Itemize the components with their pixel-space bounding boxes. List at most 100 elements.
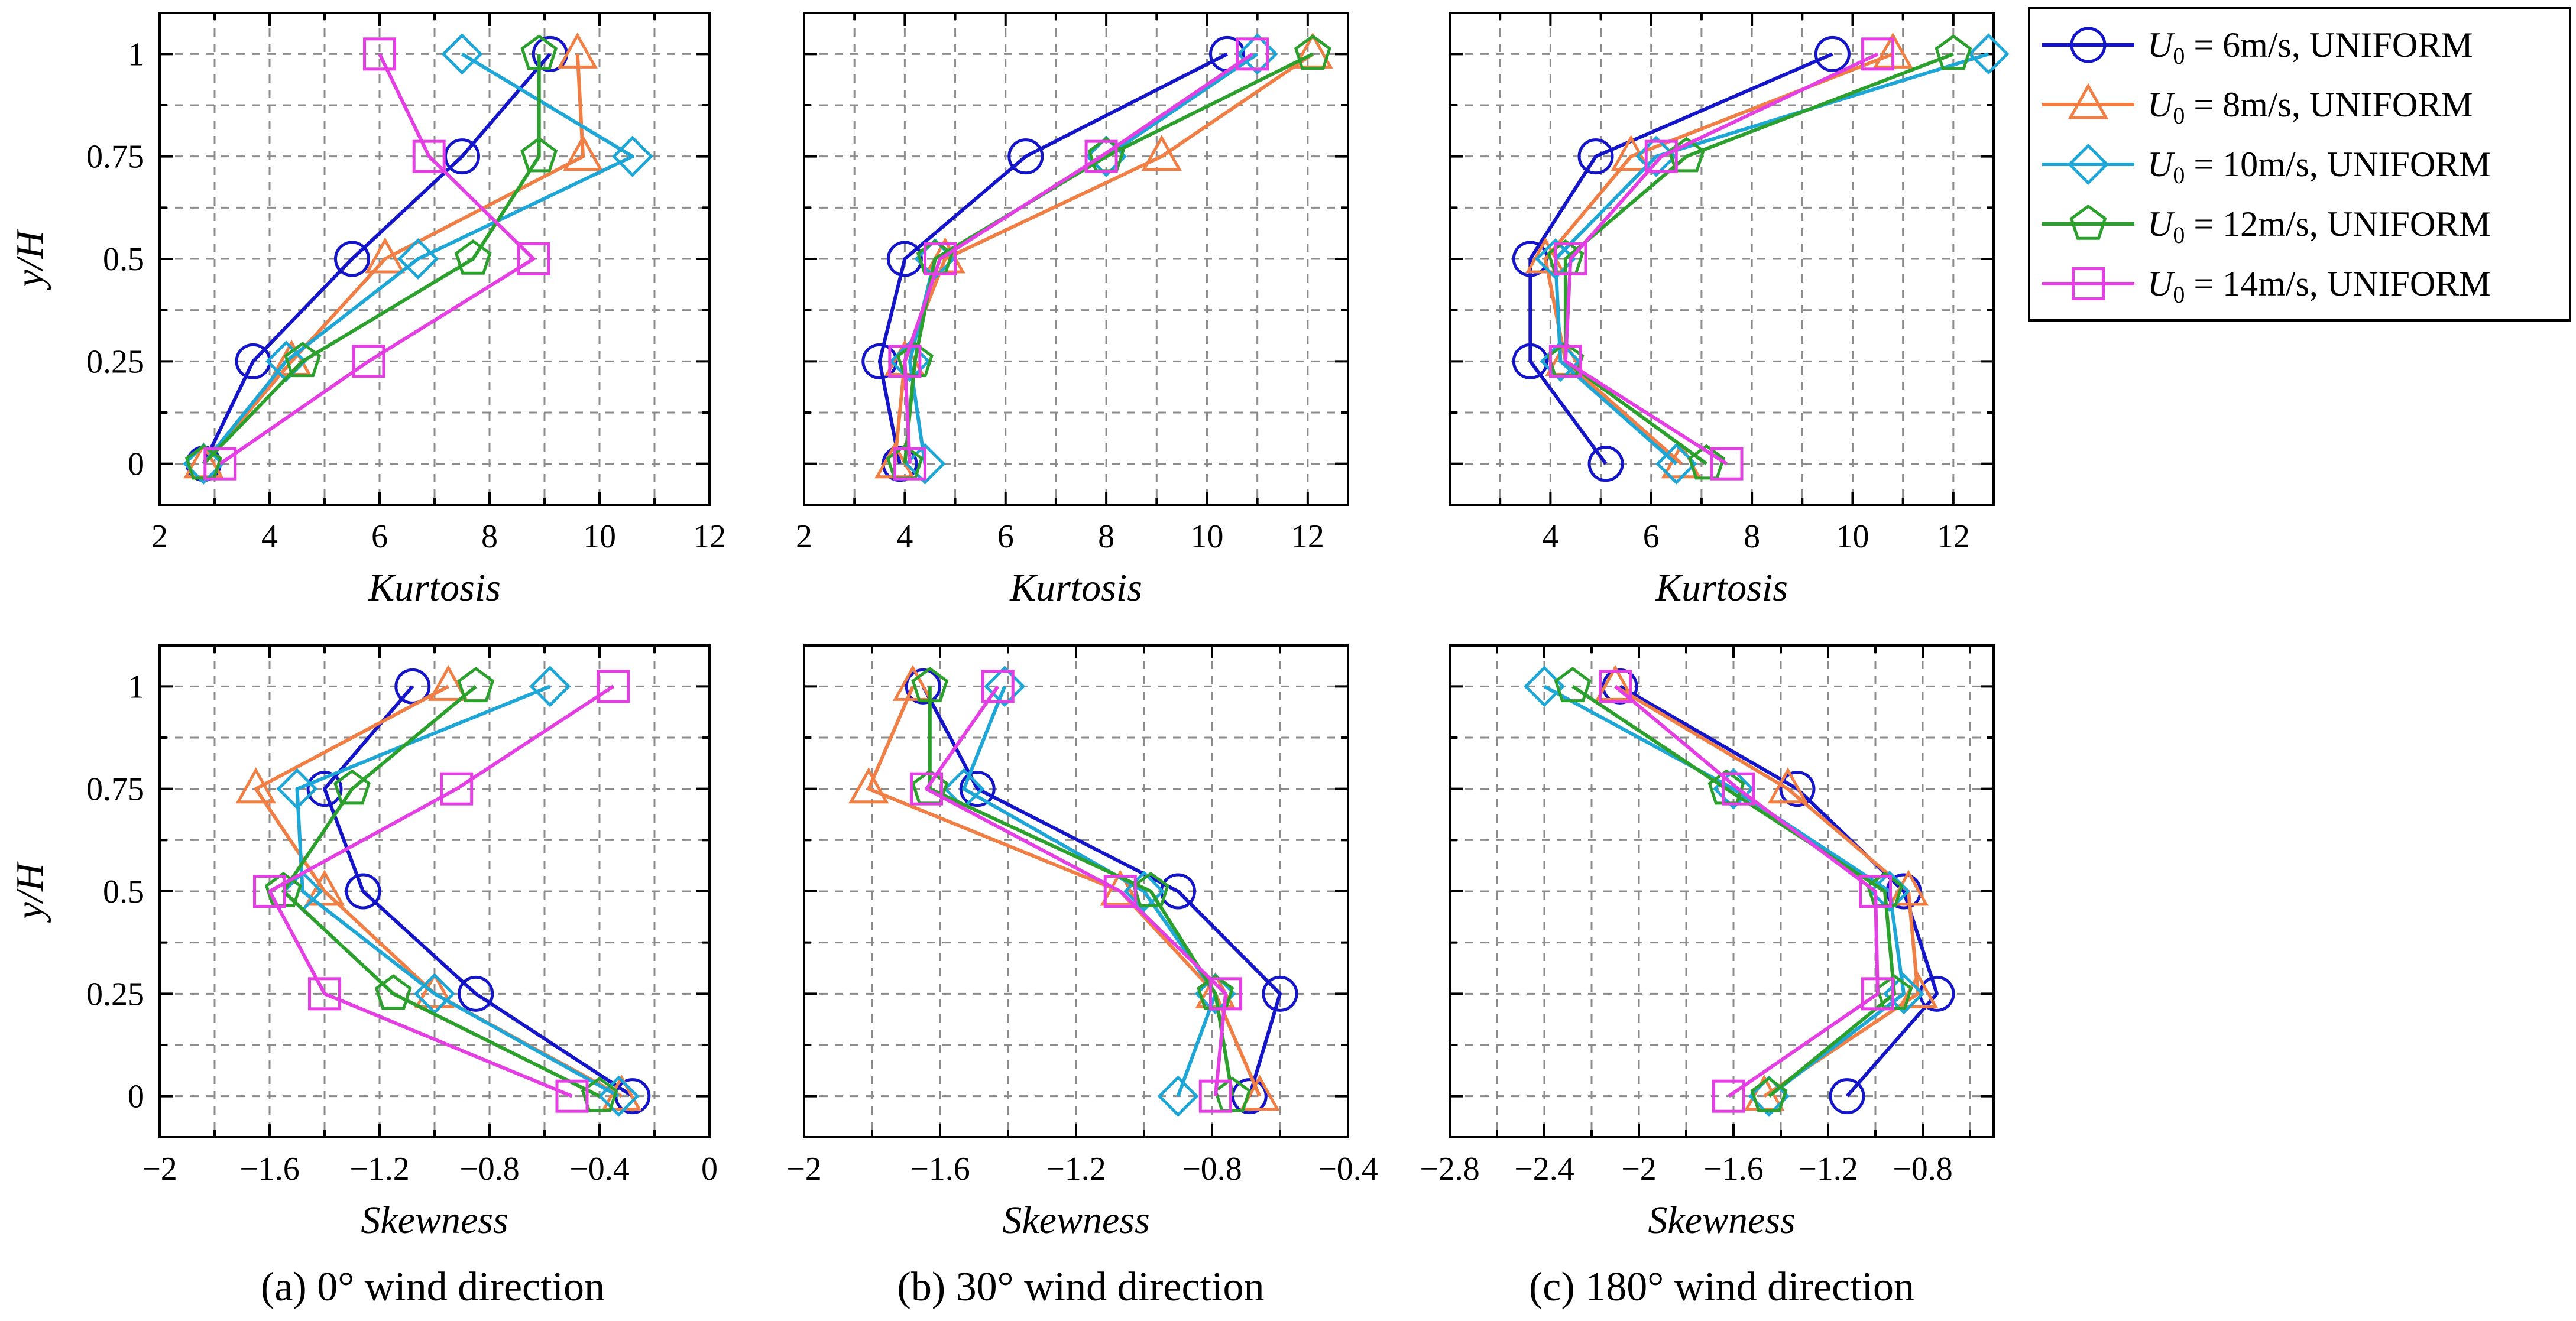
series-line (921, 685, 1282, 1097)
x-tick-label: −0.4 (569, 1151, 630, 1187)
data-point (1748, 1075, 1790, 1117)
panel-kurtosis-0deg: 2 4 6 8 10 12 0 0.25 0.5 0.75 1 Kurtosis y/H (8, 12, 726, 609)
series-line (1619, 684, 1939, 1098)
data-point (1534, 238, 1576, 280)
data-point (363, 37, 396, 71)
series-10ms (1523, 666, 1925, 1117)
data-point (910, 772, 943, 806)
x-tick-label: −0.8 (459, 1151, 520, 1187)
panel-kurtosis-30deg: 2 4 6 8 10 12 Kurtosis (796, 12, 1349, 609)
ticks (803, 645, 1349, 1137)
data-point (1710, 447, 1744, 481)
data-point (905, 668, 941, 705)
data-point (276, 768, 318, 810)
ticks (803, 13, 1348, 505)
legend: U0 = 6m/s, UNIFORM U0 = 8m/s, UNIFORM U0 =… (2028, 7, 2571, 322)
data-point (598, 1075, 640, 1117)
x-axis-label: Kurtosis (1655, 566, 1788, 609)
data-point (454, 239, 492, 275)
x-tick-label: −2 (1621, 1151, 1657, 1187)
data-point (1262, 975, 1298, 1012)
x-tick-label: 4 (261, 518, 278, 555)
data-point (203, 447, 237, 481)
y-tick-label: 0.75 (86, 139, 144, 176)
data-point (1687, 444, 1725, 480)
grid (160, 13, 709, 505)
data-point (520, 34, 558, 70)
y-tick-label: 0.5 (103, 241, 144, 278)
x-tick-label: 0 (701, 1151, 718, 1187)
data-point (440, 772, 474, 806)
caption-c: (c) 180° wind direction (1529, 1264, 1914, 1310)
x-tick-label: 4 (896, 518, 913, 555)
x-tick-label: −0.8 (1893, 1151, 1953, 1187)
ticks (1449, 645, 1994, 1137)
data-point (304, 869, 345, 906)
legend-label: U0 = 14m/s, UNIFORM (2147, 264, 2491, 308)
x-tick-label: 8 (1744, 518, 1760, 555)
y-axis-label: y/H (8, 861, 51, 923)
series-12ms (184, 34, 558, 480)
series-14ms (1548, 37, 1895, 481)
data-point (1861, 37, 1895, 71)
data-point (1595, 664, 1636, 701)
data-point (1007, 138, 1044, 175)
y-axis-label: y/H (8, 229, 51, 291)
x-tick-label: 8 (1098, 518, 1114, 555)
x-tick-label: 4 (1542, 518, 1558, 555)
x-tick-label: −0.4 (1318, 1151, 1378, 1187)
x-tick-label: −1.6 (910, 1151, 970, 1187)
data-point (1859, 875, 1892, 908)
data-point (1644, 139, 1678, 173)
x-axis-label: Skewness (1648, 1199, 1795, 1242)
y-tick-label: 0.5 (103, 874, 144, 910)
series-line (202, 54, 585, 465)
grid (804, 645, 1348, 1137)
series-line (1571, 684, 1896, 1098)
series-line (1528, 52, 1833, 465)
data-point (457, 667, 495, 703)
legend-marker (2068, 83, 2109, 119)
series-line (202, 54, 541, 465)
series-8ms (848, 664, 1280, 1111)
data-point (892, 664, 934, 701)
x-tick-label: 8 (481, 518, 498, 555)
data-point (412, 139, 446, 173)
data-point (529, 666, 571, 707)
legend-entry-6: U0 = 6m/s, UNIFORM (2042, 25, 2473, 69)
series-6ms (905, 668, 1298, 1115)
data-point (562, 135, 604, 171)
series-line (1614, 684, 1880, 1098)
ticks (1449, 13, 1994, 505)
x-tick-label: −2.8 (1420, 1151, 1480, 1187)
legend-marker (2069, 204, 2107, 240)
legend-label: U0 = 12m/s, UNIFORM (2147, 205, 2491, 248)
data-point (1157, 1075, 1199, 1117)
x-tick-label: 12 (1937, 518, 1970, 555)
series-line (903, 52, 1253, 464)
x-tick-label: −2 (786, 1151, 822, 1187)
data-point (334, 241, 370, 277)
data-point (458, 975, 494, 1012)
data-point (893, 447, 926, 481)
data-point (183, 443, 225, 485)
data-point (1103, 875, 1137, 908)
data-point (1231, 1078, 1268, 1115)
data-point (520, 137, 558, 173)
data-point (1123, 870, 1165, 913)
x-tick-label: 10 (1836, 518, 1869, 555)
x-axis-label: Skewness (361, 1199, 508, 1242)
data-point (1767, 767, 1809, 804)
data-point (581, 1076, 618, 1112)
x-tick-label: −1.2 (1798, 1151, 1858, 1187)
data-point (1554, 242, 1587, 275)
grid (804, 13, 1348, 505)
data-point (1214, 1076, 1251, 1112)
data-point (888, 345, 922, 378)
y-tick-label: 0.25 (86, 343, 144, 380)
data-point (1239, 1075, 1280, 1111)
y-tick-label: 0.25 (86, 976, 144, 1012)
captions: (a) 0° wind direction (b) 30° wind direc… (261, 1264, 1914, 1310)
